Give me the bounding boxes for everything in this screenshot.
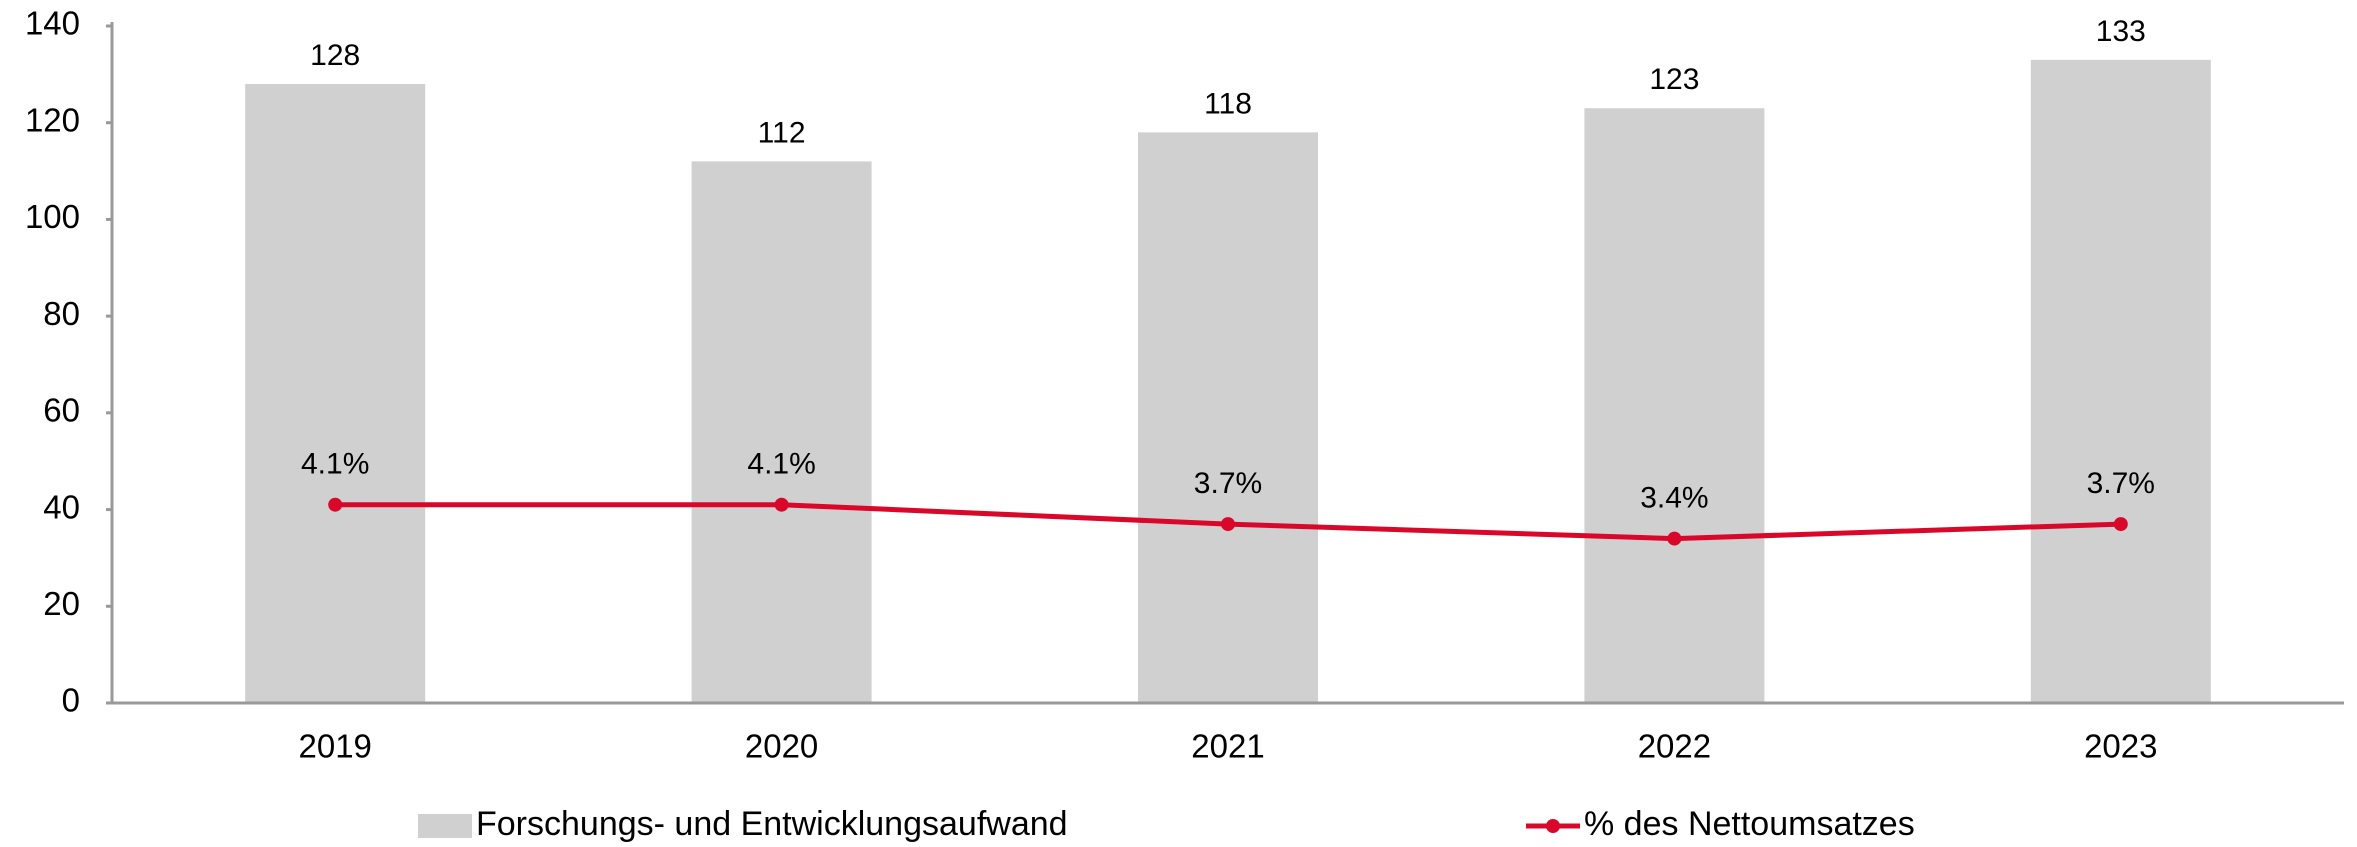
y-tick-label: 20: [43, 585, 80, 622]
bar: [691, 161, 872, 703]
bar: [2030, 59, 2211, 704]
y-tick-label: 40: [43, 488, 80, 525]
marker: [1221, 517, 1235, 532]
y-tick-label: 100: [25, 198, 80, 235]
marker: [2113, 517, 2128, 532]
x-tick-label: 2023: [2084, 728, 2157, 765]
y-tick-label: 120: [25, 101, 80, 138]
data-label: 128: [310, 39, 360, 72]
marker: [1667, 531, 1682, 546]
marker: [328, 497, 343, 512]
legend-label: % des Nettoumsatzes: [1584, 805, 1915, 843]
legend-label: Forschungs- und Entwicklungsaufwand: [476, 805, 1068, 843]
data-label: 4.1%: [301, 448, 369, 481]
data-label: 118: [1204, 87, 1252, 120]
x-tick-label: 2022: [1638, 728, 1711, 765]
legend-swatch: [418, 814, 472, 838]
data-label: 133: [2096, 15, 2146, 48]
bar: [1584, 108, 1765, 703]
data-label: 3.7%: [1194, 467, 1262, 500]
y-tick-label: 0: [62, 682, 80, 719]
x-tick-label: 2020: [745, 728, 818, 765]
data-label: 3.7%: [2087, 467, 2155, 500]
y-tick-label: 140: [25, 5, 80, 42]
data-label: 112: [758, 116, 806, 149]
x-tick-label: 2021: [1191, 728, 1264, 765]
bar: [245, 84, 426, 704]
data-label: 3.4%: [1640, 482, 1708, 515]
legend-swatch: [1546, 819, 1560, 833]
bar: [1138, 132, 1318, 703]
y-tick-label: 80: [43, 295, 80, 332]
y-tick-label: 60: [43, 392, 80, 429]
data-label: 4.1%: [747, 448, 815, 481]
x-tick-label: 2019: [298, 728, 371, 765]
data-label: 123: [1649, 63, 1699, 96]
marker: [774, 497, 789, 512]
